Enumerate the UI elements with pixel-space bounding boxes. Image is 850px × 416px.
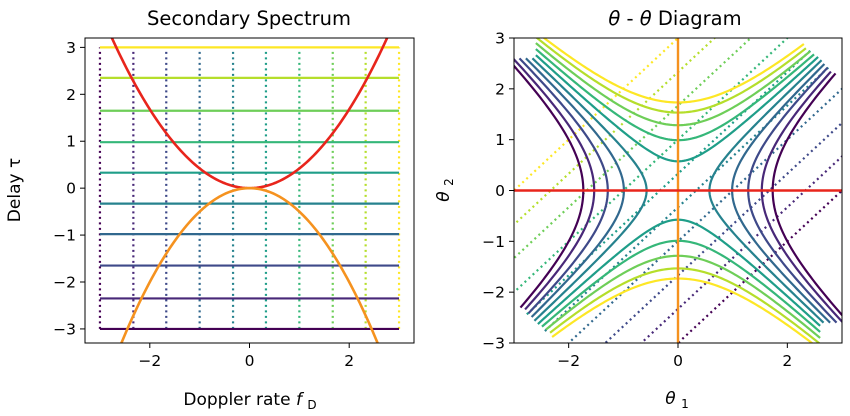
theta-theta-xlabel: θ 1 (665, 389, 688, 411)
parabola-curve (120, 186, 379, 343)
theta-dotted-diagonal (603, 121, 842, 343)
x-tick-label: 2 (344, 352, 354, 370)
theta-dotted-diagonal (514, 38, 753, 260)
title-dash: - (627, 7, 634, 30)
hyperbola-branch (545, 254, 821, 339)
title-symbol-a: θ (608, 7, 620, 30)
theta-dotted-diagonal (676, 188, 842, 343)
ylabel-sub: 2 (442, 178, 456, 186)
theta-dotted-diagonal (544, 65, 830, 332)
y-tick-label: −1 (482, 233, 505, 251)
theta-dotted-diagonal (514, 38, 717, 227)
y-tick-label: 3 (495, 30, 505, 48)
hyperbola-branch (525, 57, 625, 318)
y-tick-label: 0 (495, 182, 505, 200)
x-tick-label: −2 (138, 352, 161, 370)
y-tick-label: 2 (66, 86, 76, 104)
theta-dotted-diagonal (567, 87, 842, 343)
secondary-spectrum-title: Secondary Spectrum (147, 7, 351, 30)
theta-theta-panel: θ - θ Diagram −2 0 2 −3 −2 −1 0 1 2 3 θ 1 θ 2 (434, 7, 843, 411)
hyperbola-branch (514, 57, 596, 311)
hyperbola-branch (535, 48, 815, 142)
theta-dotted-diagonal (526, 49, 812, 316)
ylabel-theta: θ (434, 191, 454, 202)
hyperbola-branch (760, 70, 842, 324)
theta-theta-axes: −2 0 2 −3 −2 −1 0 1 2 3 (482, 30, 792, 371)
y-tick-label: −2 (482, 284, 505, 302)
secondary-spectrum-axes: −2 0 2 −3 −2 −1 0 1 2 3 (53, 39, 354, 370)
y-tick-label: −3 (53, 320, 76, 338)
hyperbola-branch (535, 42, 811, 127)
secondary-spectrum-ylabel: Delay τ (5, 158, 25, 222)
theta-theta-title: θ - θ Diagram (608, 7, 741, 30)
y-tick-label: −3 (482, 335, 505, 353)
xlabel-subscript: D (307, 398, 316, 412)
y-tick-label: 1 (66, 133, 76, 151)
secondary-spectrum-plot-area (98, 38, 401, 343)
title-text: Diagram (658, 7, 742, 30)
x-tick-label: 0 (245, 352, 255, 370)
secondary-spectrum-panel: Secondary Spectrum −2 0 2 −3 −2 −1 0 1 2 3 Dopple… (5, 7, 415, 412)
xlabel-symbol: f (296, 390, 305, 410)
hyperbola-branch (771, 72, 842, 317)
hyperbola-branch (551, 277, 814, 343)
hyperbola-branch (747, 67, 838, 324)
x-tick-label: 2 (782, 352, 792, 370)
secondary-spectrum-series (98, 38, 401, 343)
hyperbola-branch (731, 63, 831, 324)
hyperbola-branch (518, 57, 609, 314)
y-tick-label: −1 (53, 227, 76, 245)
parabola-curve (110, 38, 389, 190)
theta-dotted-diagonal (514, 38, 789, 294)
theta-theta-plot-area (514, 38, 842, 343)
y-tick-label: 3 (66, 39, 76, 57)
xlabel-sub: 1 (681, 397, 689, 411)
y-tick-label: −2 (53, 274, 76, 292)
hyperbola-branch (542, 38, 805, 104)
hyperbola-branch (535, 38, 807, 114)
secondary-spectrum-xlabel: Doppler rate f D (183, 390, 316, 412)
theta-dotted-diagonal (639, 154, 842, 343)
y-tick-label: 2 (495, 80, 505, 98)
theta-theta-series (514, 38, 842, 343)
title-symbol-b: θ (640, 7, 652, 30)
x-tick-label: 0 (673, 352, 683, 370)
hyperbola-branch (549, 267, 821, 343)
xlabel-text: Doppler rate (183, 390, 290, 410)
hyperbola-branch (541, 239, 821, 333)
hyperbola-branch (514, 64, 585, 309)
x-tick-label: −2 (557, 352, 580, 370)
y-tick-label: 0 (66, 180, 76, 198)
y-tick-label: 1 (495, 131, 505, 149)
xlabel-theta: θ (665, 389, 676, 409)
theta-dotted-diagonal (514, 38, 680, 193)
theta-theta-ylabel: θ 2 (434, 178, 456, 201)
